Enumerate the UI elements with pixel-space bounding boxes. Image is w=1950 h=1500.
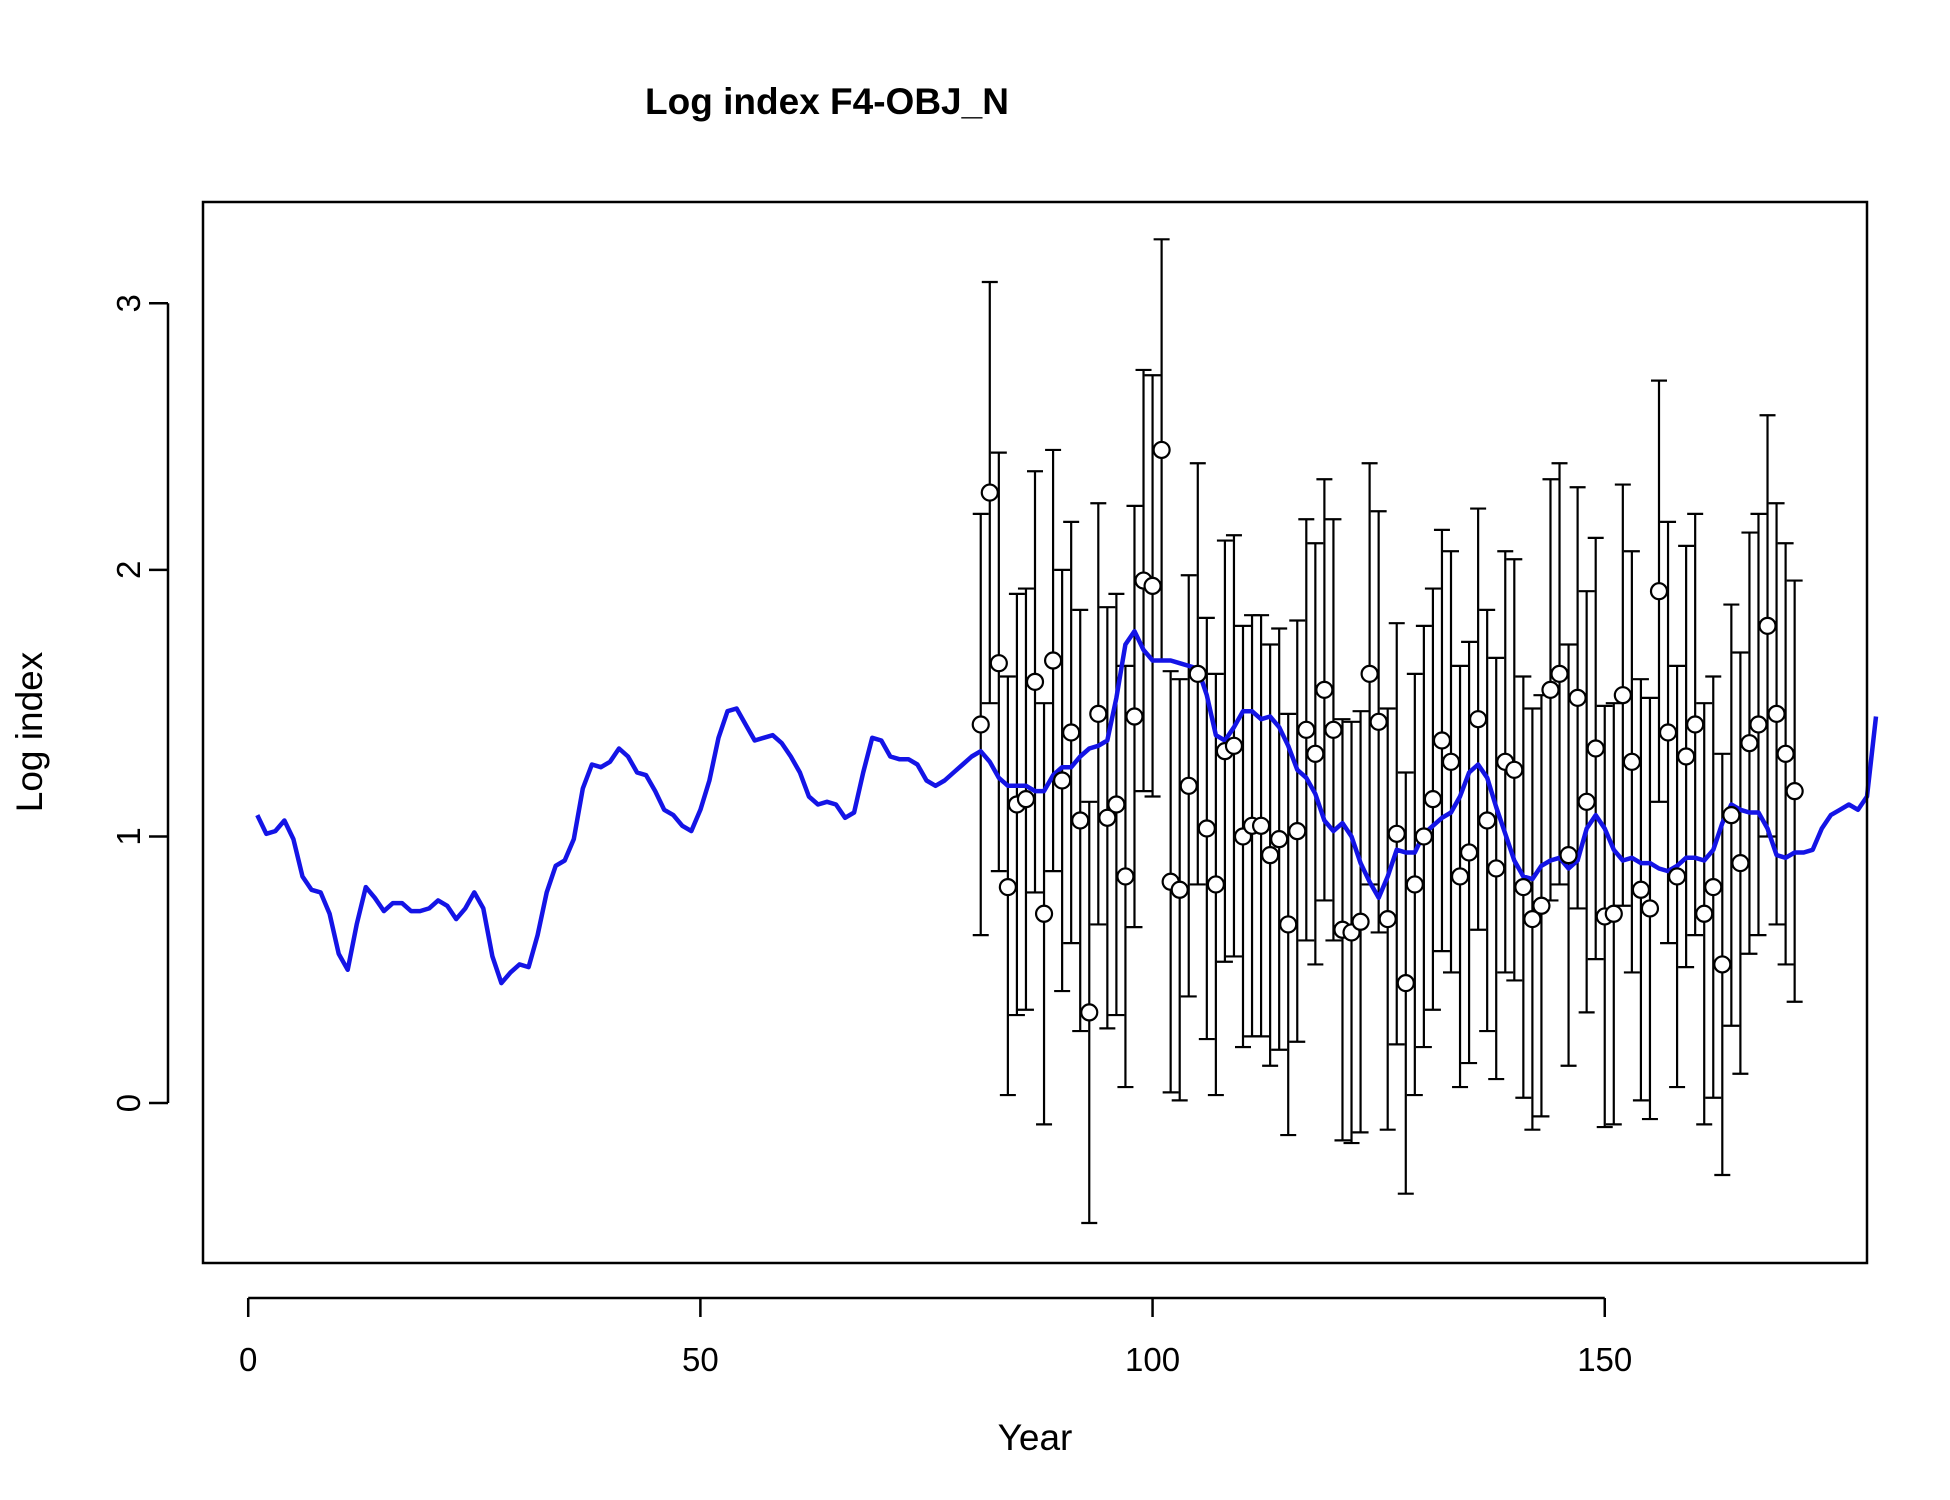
- data-point: [1279, 915, 1298, 934]
- data-point: [1423, 790, 1443, 809]
- data-point: [1667, 867, 1687, 886]
- data-point: [1224, 736, 1244, 755]
- plot-frame: [201, 200, 1869, 1265]
- data-point: [1550, 664, 1569, 683]
- data-point: [980, 483, 999, 502]
- data-point: [1116, 867, 1135, 886]
- data-point: [1170, 880, 1189, 899]
- data-point: [1640, 899, 1660, 918]
- data-point: [1387, 824, 1406, 843]
- fitted-line: [255, 628, 1879, 986]
- data-point: [1505, 760, 1524, 779]
- data-point: [1523, 910, 1542, 929]
- x-tick-label: 150: [1577, 1341, 1632, 1378]
- chart-title: Log index F4-OBJ_N: [645, 81, 1009, 122]
- data-point: [1722, 806, 1741, 825]
- data-point: [1152, 440, 1171, 460]
- data-point: [1261, 846, 1280, 865]
- data-point: [1071, 811, 1090, 830]
- y-tick-label: 3: [110, 294, 147, 312]
- data-point: [1478, 811, 1497, 830]
- data-point: [1713, 955, 1732, 974]
- data-point: [1288, 822, 1307, 841]
- data-point: [1206, 875, 1225, 894]
- data-point: [1315, 680, 1334, 699]
- data-point: [1351, 912, 1370, 931]
- data-point: [1414, 827, 1433, 846]
- data-point: [1405, 875, 1424, 894]
- error-bars: [972, 238, 1803, 1225]
- data-point: [1125, 707, 1144, 726]
- data-point: [1677, 747, 1696, 766]
- data-point: [1704, 878, 1723, 897]
- data-point: [1776, 744, 1795, 763]
- data-point: [1541, 680, 1560, 699]
- y-axis-label: Log index: [9, 651, 50, 812]
- data-point: [1432, 731, 1452, 750]
- data-point: [1251, 816, 1271, 835]
- data-point: [1758, 616, 1777, 635]
- data-point: [1658, 723, 1678, 742]
- data-point: [1360, 664, 1379, 683]
- axes-ticks: 0 50 100 150 0 1 2 3: [110, 294, 1632, 1378]
- data-point: [1062, 723, 1081, 742]
- data-point: [998, 878, 1017, 897]
- data-point: [1043, 651, 1063, 670]
- data-point: [1749, 715, 1768, 734]
- data-point: [1324, 720, 1343, 739]
- fitted-series-line: [255, 628, 1879, 986]
- data-point: [1613, 686, 1632, 705]
- data-point: [1197, 819, 1216, 838]
- data-point: [1369, 712, 1388, 731]
- data-point: [1767, 704, 1786, 723]
- y-tick-label: 1: [110, 827, 147, 845]
- data-point: [1450, 867, 1470, 886]
- data-point: [1731, 854, 1750, 873]
- data-point: [1622, 752, 1641, 771]
- data-point: [1649, 582, 1669, 601]
- data-point: [1695, 904, 1714, 923]
- data-point: [1686, 715, 1705, 734]
- data-point: [1785, 782, 1804, 801]
- data-point: [1270, 830, 1289, 849]
- data-point: [1740, 734, 1759, 753]
- data-point: [1297, 720, 1316, 739]
- data-point: [1107, 795, 1126, 814]
- data-point: [1568, 688, 1587, 707]
- data-point: [1631, 880, 1651, 899]
- data-point: [989, 654, 1008, 673]
- data-point: [1559, 846, 1578, 865]
- data-point: [1179, 776, 1198, 795]
- data-point: [1586, 739, 1605, 758]
- x-tick-label: 100: [1125, 1341, 1180, 1378]
- y-tick-label: 2: [110, 561, 147, 579]
- x-axis-label: Year: [998, 1417, 1073, 1458]
- data-point: [1577, 792, 1596, 811]
- data-point: [1016, 790, 1036, 809]
- data-point: [1378, 910, 1397, 929]
- data-point: [1306, 744, 1325, 763]
- data-point: [1025, 672, 1045, 691]
- data-point: [1053, 771, 1072, 790]
- data-point: [1098, 808, 1117, 827]
- data-point: [1143, 576, 1162, 595]
- data-point: [971, 715, 990, 734]
- x-tick-label: 0: [239, 1341, 257, 1378]
- data-point: [1089, 704, 1108, 723]
- data-point: [1487, 859, 1506, 878]
- data-point: [1034, 904, 1054, 923]
- data-point: [1396, 973, 1415, 993]
- data-point: [1080, 1003, 1099, 1022]
- y-tick-label: 0: [110, 1094, 147, 1112]
- data-point: [1459, 843, 1479, 862]
- data-point: [1532, 896, 1551, 915]
- observed-points: [971, 440, 1804, 1022]
- data-point: [1441, 752, 1461, 771]
- x-tick-label: 50: [682, 1341, 719, 1378]
- data-point: [1188, 664, 1207, 683]
- data-point: [1514, 878, 1533, 897]
- data-point: [1469, 710, 1488, 729]
- data-point: [1604, 904, 1623, 923]
